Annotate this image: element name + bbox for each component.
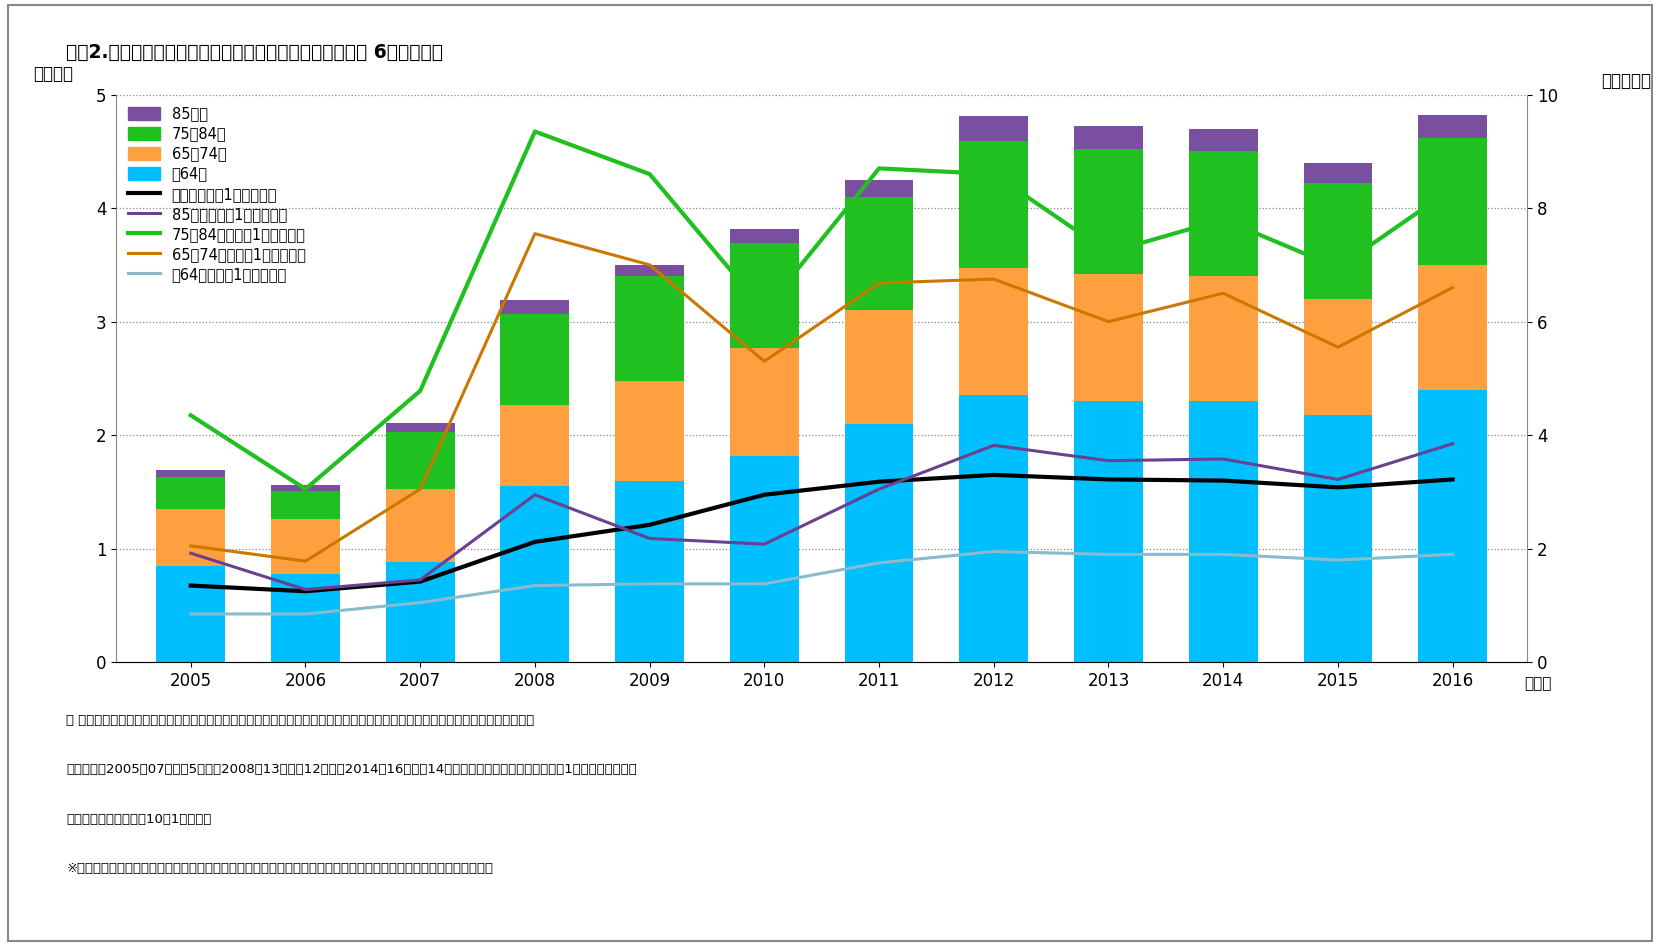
Bar (1303, 163, 1373, 184)
Bar (156, 509, 226, 566)
Bar (845, 180, 913, 197)
Bar (1303, 414, 1373, 662)
Text: 図表2.　麻酔の時間加算項目の診療報酬点数推移（各年の 6月審査分）: 図表2. 麻酔の時間加算項目の診療報酬点数推移（各年の 6月審査分） (66, 43, 443, 61)
Bar (271, 573, 340, 662)
Text: 用いた人口は、各年10月1日現在。: 用いた人口は、各年10月1日現在。 (66, 813, 212, 826)
Bar (730, 229, 798, 243)
Bar (1074, 149, 1142, 274)
Bar (845, 197, 913, 310)
Bar (501, 314, 569, 405)
Bar (845, 310, 913, 424)
Bar (271, 485, 340, 491)
Text: の数は、2005〜07年度は5項目、2008〜13年度は12項目、2014〜16年度は14項目、と増加してきている。人口1人あたりの点数に: の数は、2005〜07年度は5項目、2008〜13年度は12項目、2014〜16… (66, 763, 637, 777)
Text: （年）: （年） (1524, 676, 1550, 692)
Bar (845, 424, 913, 662)
Bar (1303, 184, 1373, 299)
Bar (1189, 276, 1258, 401)
Bar (616, 276, 684, 380)
Text: ＊ 診療報酬制度は、偶数年度ごとに改定されてきており、その影響が反映されている点に注意が必要。なお、麻酔の時間加算項目: ＊ 診療報酬制度は、偶数年度ごとに改定されてきており、その影響が反映されている点… (66, 714, 535, 727)
Bar (156, 470, 226, 477)
Bar (959, 141, 1028, 269)
Bar (1418, 390, 1487, 662)
Bar (501, 405, 569, 486)
Bar (385, 423, 455, 431)
Bar (1303, 299, 1373, 414)
Bar (385, 562, 455, 662)
Bar (616, 265, 684, 276)
Bar (271, 491, 340, 519)
Bar (1074, 274, 1142, 401)
Bar (271, 519, 340, 573)
Bar (385, 488, 455, 562)
Bar (501, 486, 569, 662)
Bar (730, 243, 798, 348)
Bar (1074, 127, 1142, 149)
Legend: 85歳－, 75－84歳, 65－74歳, －64歳, 全年齢（人口1人あたり）, 85歳－（人口1人あたり）, 75－84歳（人口1人あたり）, 65－74歳: 85歳－, 75－84歳, 65－74歳, －64歳, 全年齢（人口1人あたり）… (123, 102, 310, 287)
Bar (1074, 401, 1142, 662)
Bar (1418, 115, 1487, 138)
Bar (501, 300, 569, 314)
Bar (730, 456, 798, 662)
Bar (616, 481, 684, 662)
Bar (730, 348, 798, 456)
Bar (959, 269, 1028, 395)
Bar (1189, 129, 1258, 151)
Bar (156, 477, 226, 509)
Y-axis label: （億点）: （億点） (33, 65, 73, 83)
Bar (959, 395, 1028, 662)
Bar (959, 116, 1028, 141)
Bar (1189, 151, 1258, 276)
Text: ※「社会医療診療行為別調査」「社会医療診療行為別統計」（厚生労働省）、人口推計（総務省）をもとに、筆者作成: ※「社会医療診療行為別調査」「社会医療診療行為別統計」（厚生労働省）、人口推計（… (66, 862, 493, 875)
Bar (1418, 138, 1487, 265)
Bar (385, 431, 455, 488)
Bar (1418, 265, 1487, 390)
Bar (616, 380, 684, 481)
Y-axis label: （点／人）: （点／人） (1600, 72, 1652, 90)
Bar (1189, 401, 1258, 662)
Bar (156, 566, 226, 662)
